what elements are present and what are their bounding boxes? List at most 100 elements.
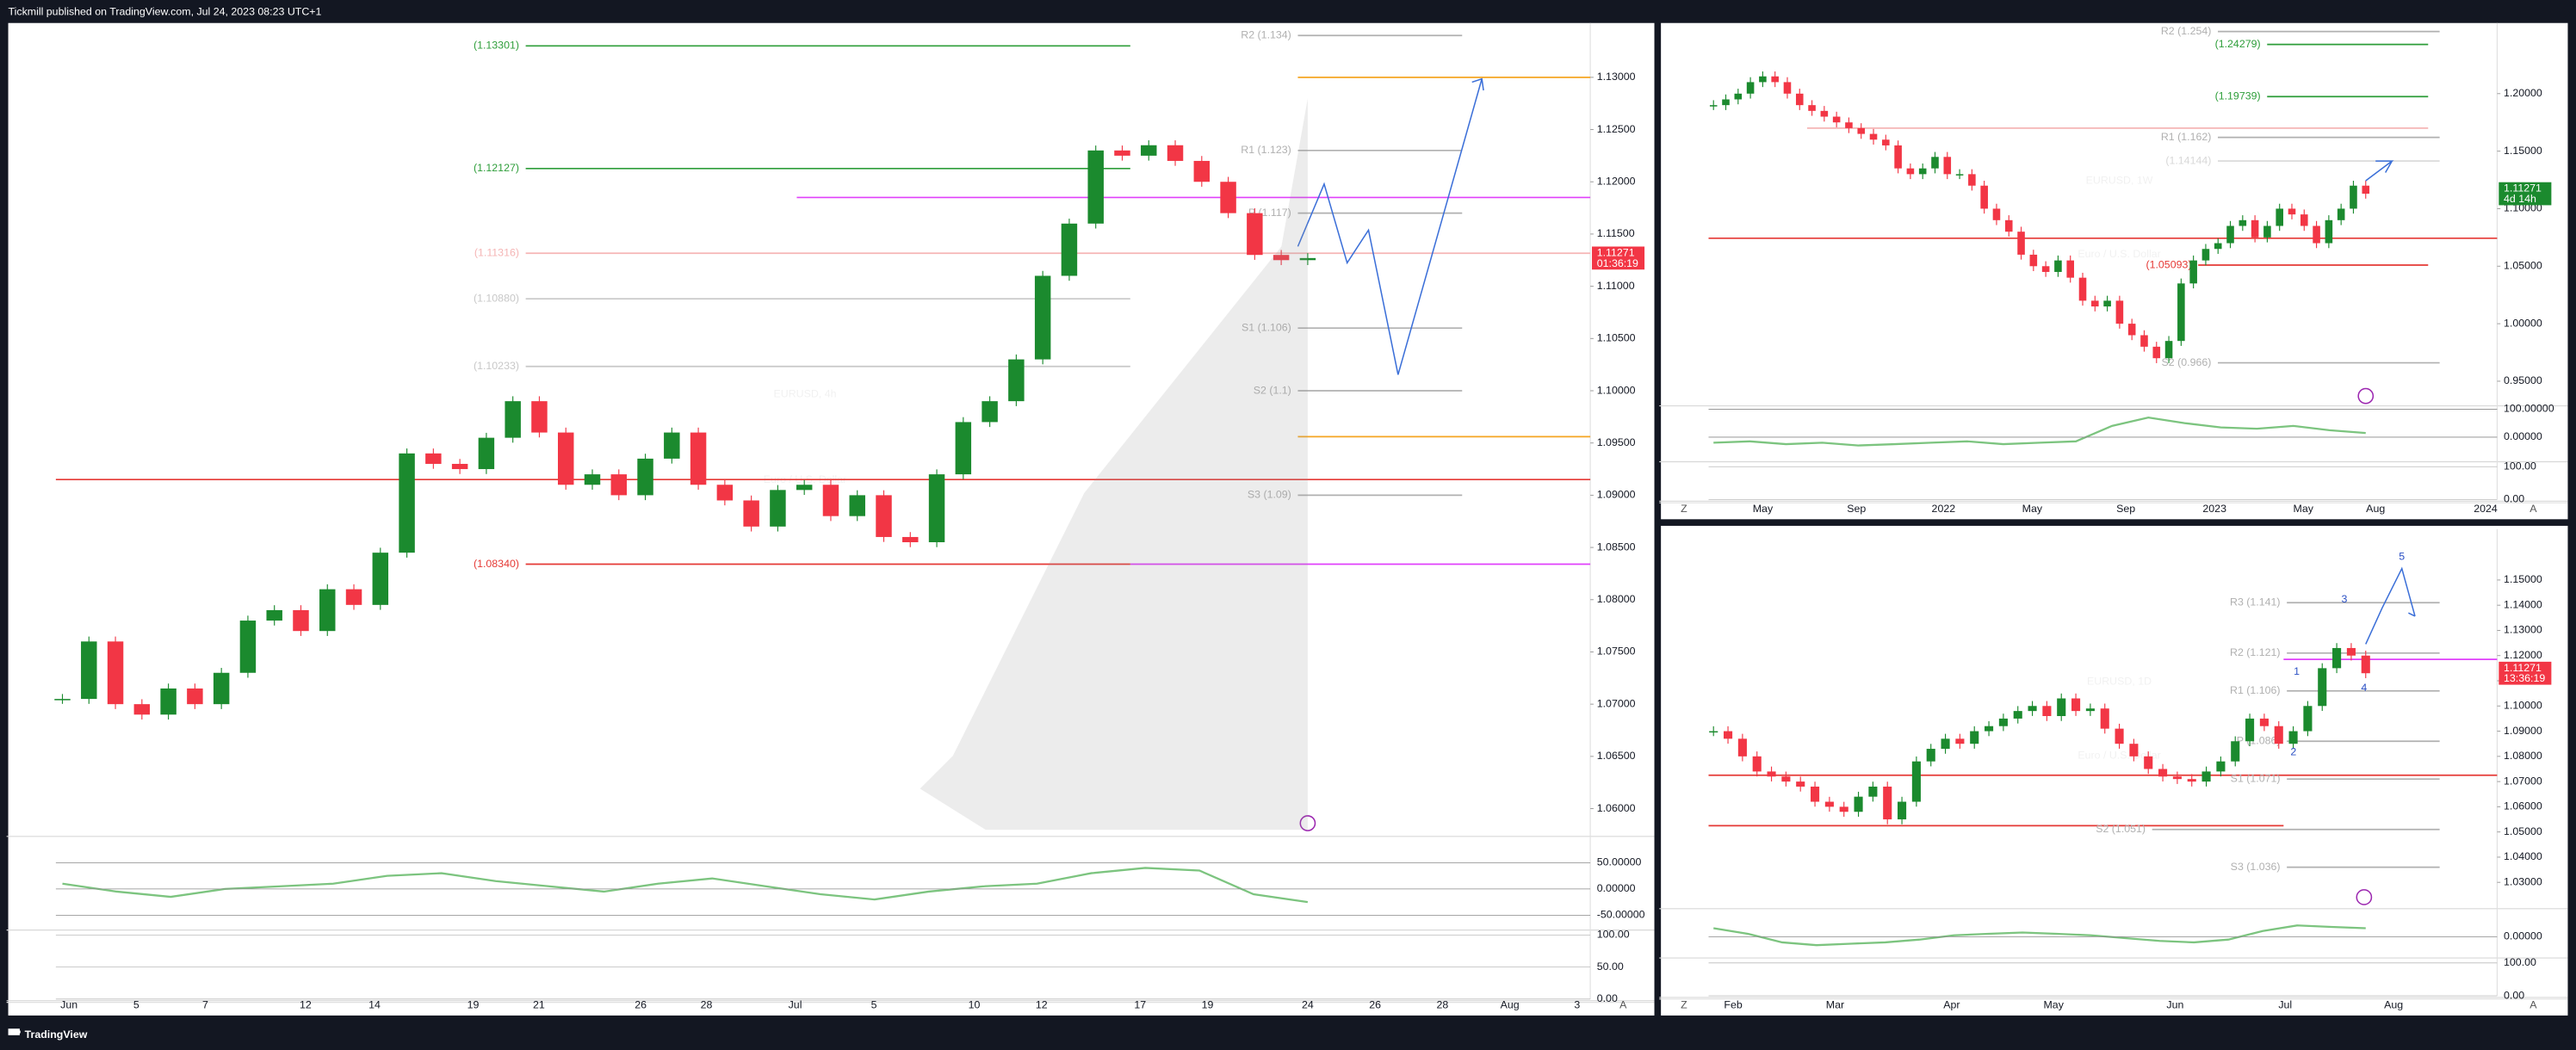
candle xyxy=(2115,728,2124,744)
candle xyxy=(1220,182,1236,213)
x-tick-label: 24 xyxy=(1302,999,1314,1011)
candle xyxy=(2144,756,2153,769)
candle xyxy=(451,463,468,470)
x-tick-label: 26 xyxy=(635,999,647,1011)
candle xyxy=(1734,93,1743,100)
candle xyxy=(1845,122,1853,128)
level-label: (1.08340) xyxy=(474,558,519,570)
candle xyxy=(1723,731,1733,739)
candle xyxy=(1992,208,2001,220)
candle xyxy=(1781,776,1791,782)
x-tick-label: 28 xyxy=(1436,999,1448,1011)
scale-button[interactable]: A xyxy=(1619,999,1627,1011)
candle xyxy=(1746,82,1755,94)
osc2-tick-label: 0.00 xyxy=(2504,989,2524,1001)
candle xyxy=(1955,174,1964,176)
candle xyxy=(2346,647,2356,656)
x-tick-label: Sep xyxy=(2116,503,2135,515)
candle xyxy=(2263,225,2271,238)
candle xyxy=(133,704,151,715)
x-tick-label: Apr xyxy=(1943,999,1960,1011)
level-label: (1.05093) xyxy=(2146,258,2191,270)
candle xyxy=(610,474,628,496)
scale-button[interactable]: Z xyxy=(1681,503,1687,515)
y-tick-label: 1.05000 xyxy=(2504,260,2542,272)
candle xyxy=(213,672,230,705)
level-label: (1.14144) xyxy=(2165,154,2211,166)
candle xyxy=(690,432,707,485)
candle xyxy=(822,485,839,516)
candle xyxy=(1968,174,1976,186)
candle xyxy=(1752,756,1762,772)
candle xyxy=(2187,779,2196,782)
level-label: (1.24279) xyxy=(2215,38,2261,50)
scale-button[interactable]: Z xyxy=(1681,999,1687,1011)
alert-icon xyxy=(2357,387,2375,405)
y-tick-label: 1.11500 xyxy=(1597,227,1635,239)
osc2-tick-label: 100.00 xyxy=(1597,929,1630,941)
candle xyxy=(2071,698,2081,712)
x-tick-label: Sep xyxy=(1847,503,1866,515)
level-label: S3 (1.09) xyxy=(1248,489,1291,501)
candle xyxy=(266,609,282,621)
candle xyxy=(2231,741,2240,762)
candle xyxy=(1931,157,1939,169)
candle xyxy=(2172,776,2182,780)
level-label: R1 (1.162) xyxy=(2161,131,2212,143)
candle xyxy=(2245,718,2255,742)
x-tick-label: 21 xyxy=(533,999,545,1011)
candle xyxy=(1824,801,1834,807)
level-label: (1.11316) xyxy=(474,247,519,259)
osc-tick-label: 50.00000 xyxy=(1597,856,1642,868)
scale-button[interactable]: A xyxy=(2530,503,2537,515)
x-tick-label: 19 xyxy=(1202,999,1214,1011)
candle xyxy=(1820,110,1829,117)
price-countdown: 01:36:19 xyxy=(1597,257,1638,269)
candle xyxy=(770,490,786,527)
level-label: (1.12127) xyxy=(474,162,519,174)
osc2-tick-label: 100.00 xyxy=(2504,956,2536,968)
candle xyxy=(2042,706,2052,716)
x-tick-label: 10 xyxy=(969,999,981,1011)
y-tick-label: 1.09500 xyxy=(1597,436,1636,448)
candle xyxy=(107,641,124,705)
y-tick-label: 1.08500 xyxy=(1597,540,1636,553)
candle xyxy=(1941,738,1950,750)
y-tick-label: 1.06500 xyxy=(1597,750,1636,762)
price-countdown: 13:36:19 xyxy=(2504,672,2545,684)
price-countdown: 4d 14h xyxy=(2504,193,2536,205)
y-tick-label: 1.10000 xyxy=(1597,384,1636,396)
oscillator-line xyxy=(1713,924,2366,947)
candle xyxy=(1299,257,1316,261)
candle xyxy=(239,621,257,673)
candle xyxy=(2129,744,2139,757)
x-tick-label: 17 xyxy=(1134,999,1146,1011)
scale-button[interactable]: A xyxy=(2530,999,2537,1011)
candle xyxy=(1980,185,1988,209)
level-label: R1 (1.106) xyxy=(2230,684,2281,696)
candle xyxy=(293,609,309,632)
x-tick-label: 12 xyxy=(1036,999,1048,1011)
candle xyxy=(2115,300,2124,324)
candle xyxy=(2313,225,2320,244)
osc-tick-label: -50.00000 xyxy=(1597,909,1645,921)
x-tick-label: Mar xyxy=(1826,999,1844,1011)
candle xyxy=(1273,255,1290,261)
y-tick-label: 1.13000 xyxy=(2504,624,2542,636)
candle xyxy=(54,699,71,701)
y-tick-label: 1.10000 xyxy=(2504,700,2542,712)
y-tick-label: 1.09000 xyxy=(1597,489,1636,501)
level-label: S3 (1.036) xyxy=(2231,861,2281,873)
alert-icon xyxy=(2356,889,2373,905)
candle xyxy=(319,589,336,632)
candle xyxy=(664,432,680,459)
candle xyxy=(399,453,415,553)
candle xyxy=(1767,771,1776,777)
projection-path xyxy=(2365,566,2416,645)
candle xyxy=(2201,249,2210,261)
candle xyxy=(1087,150,1104,224)
y-tick-label: 1.08000 xyxy=(2504,750,2542,762)
y-tick-label: 0.95000 xyxy=(2504,374,2542,386)
